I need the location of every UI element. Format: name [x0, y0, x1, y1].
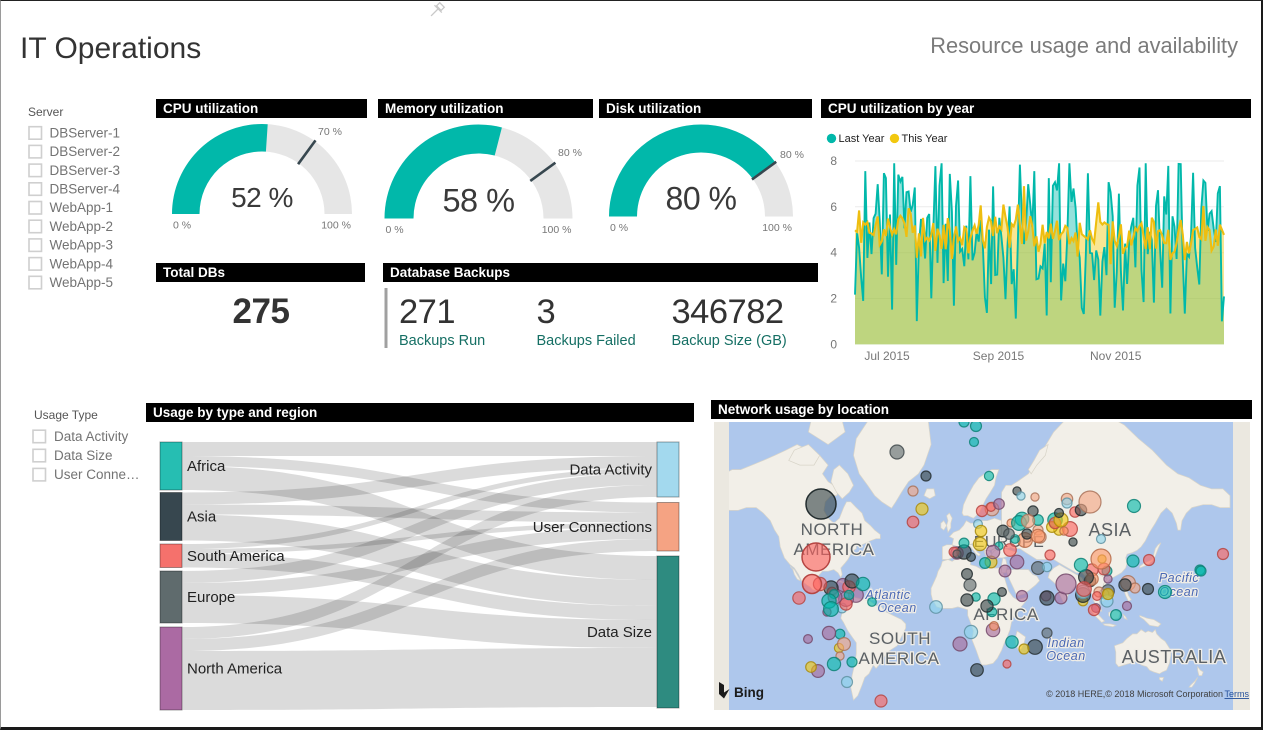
svg-text:Bing: Bing	[734, 685, 764, 700]
svg-text:Ocean: Ocean	[877, 601, 916, 615]
svg-text:52 %: 52 %	[231, 182, 293, 213]
svg-text:AMERICA: AMERICA	[859, 649, 940, 668]
svg-text:70 %: 70 %	[318, 126, 342, 138]
svg-text:80 %: 80 %	[666, 181, 737, 217]
svg-text:Backups Failed: Backups Failed	[537, 333, 636, 349]
svg-text:346782: 346782	[672, 293, 784, 331]
svg-text:100 %: 100 %	[762, 222, 792, 234]
svg-text:Data Size: Data Size	[587, 624, 652, 641]
svg-text:WebApp-2: WebApp-2	[50, 219, 114, 234]
svg-text:Usage Type: Usage Type	[34, 408, 98, 422]
svg-text:2: 2	[830, 292, 837, 306]
svg-text:4: 4	[830, 246, 837, 260]
svg-text:0 %: 0 %	[610, 222, 628, 234]
svg-text:WebApp-1: WebApp-1	[50, 200, 114, 215]
svg-text:0 %: 0 %	[386, 224, 404, 236]
svg-text:WebApp-3: WebApp-3	[50, 238, 114, 253]
svg-text:Data Activity: Data Activity	[54, 429, 129, 444]
svg-text:South America: South America	[187, 548, 285, 565]
svg-text:User Connections: User Connections	[533, 519, 652, 536]
svg-text:100 %: 100 %	[542, 224, 572, 236]
svg-text:Data Activity: Data Activity	[569, 462, 652, 479]
svg-text:0: 0	[830, 337, 837, 351]
svg-text:Last Year: Last Year	[839, 133, 885, 145]
svg-text:AUSTRALIA: AUSTRALIA	[1122, 647, 1227, 667]
svg-text:Indian: Indian	[1047, 636, 1084, 650]
svg-text:Sep 2015: Sep 2015	[973, 349, 1025, 363]
svg-text:Nov 2015: Nov 2015	[1090, 349, 1142, 363]
svg-text:275: 275	[233, 292, 290, 331]
svg-text:80 %: 80 %	[558, 147, 582, 159]
svg-text:Data Size: Data Size	[54, 448, 113, 463]
svg-text:Ocean: Ocean	[1046, 649, 1085, 663]
svg-text:DBServer-2: DBServer-2	[50, 144, 121, 159]
svg-text:Pacific: Pacific	[1159, 571, 1200, 585]
svg-text:Jul 2015: Jul 2015	[864, 349, 910, 363]
svg-text:WebApp-4: WebApp-4	[50, 256, 114, 271]
svg-text:271: 271	[399, 293, 455, 331]
svg-text:SOUTH: SOUTH	[869, 629, 931, 648]
svg-text:DBServer-4: DBServer-4	[50, 182, 121, 197]
svg-text:DBServer-1: DBServer-1	[50, 125, 121, 140]
svg-text:DBServer-3: DBServer-3	[50, 163, 121, 178]
svg-text:North America: North America	[187, 661, 283, 678]
svg-text:58 %: 58 %	[442, 183, 514, 219]
svg-text:User Conne…: User Conne…	[54, 467, 140, 482]
svg-text:Backup Size (GB): Backup Size (GB)	[672, 333, 787, 349]
svg-text:Asia: Asia	[187, 509, 217, 526]
svg-text:NORTH: NORTH	[801, 520, 864, 539]
svg-text:Backups Run: Backups Run	[399, 333, 485, 349]
svg-text:8: 8	[830, 154, 837, 168]
svg-text:Africa: Africa	[187, 458, 226, 475]
svg-text:80 %: 80 %	[780, 149, 804, 161]
svg-text:Europe: Europe	[187, 589, 235, 606]
svg-text:© 2018 HERE,© 2018 Microsoft C: © 2018 HERE,© 2018 Microsoft Corporation	[1046, 689, 1223, 699]
svg-text:This Year: This Year	[902, 133, 948, 145]
svg-text:0 %: 0 %	[173, 220, 191, 232]
svg-text:WebApp-5: WebApp-5	[50, 275, 114, 290]
svg-text:ASIA: ASIA	[1088, 520, 1131, 540]
svg-text:6: 6	[830, 200, 837, 214]
svg-text:100 %: 100 %	[321, 220, 351, 232]
svg-text:Terms: Terms	[1225, 689, 1250, 699]
svg-text:3: 3	[537, 293, 556, 331]
svg-text:Server: Server	[28, 105, 63, 119]
